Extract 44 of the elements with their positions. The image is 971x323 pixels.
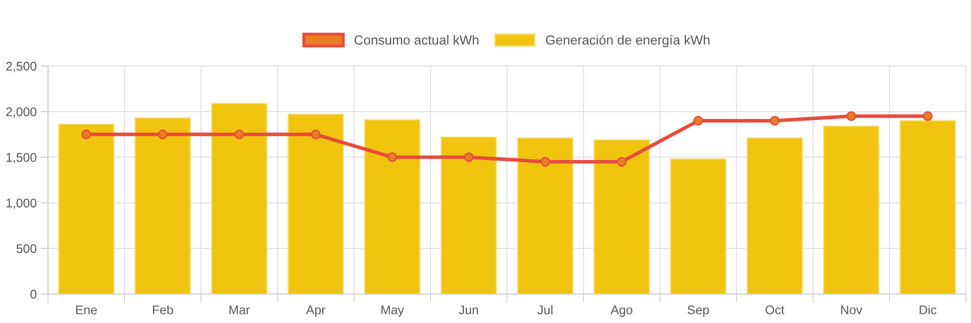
bar xyxy=(211,102,268,294)
point xyxy=(387,152,398,162)
point xyxy=(616,156,627,167)
bar xyxy=(746,137,803,294)
bar xyxy=(364,119,420,294)
x-tick-label: Jun xyxy=(458,306,478,314)
x-tick-label: Jul xyxy=(537,305,552,314)
point xyxy=(770,116,780,126)
bar xyxy=(823,126,880,294)
point xyxy=(234,130,244,140)
point xyxy=(158,130,168,140)
point xyxy=(922,111,933,122)
x-tick-label: Dic xyxy=(920,305,936,314)
x-tick-label: Feb xyxy=(153,305,173,314)
y-tick-label: 0 xyxy=(30,290,36,299)
legend-label: Generación de energía kWh xyxy=(546,34,710,48)
bar xyxy=(517,137,574,294)
x-tick-label: Sep xyxy=(688,305,709,317)
point xyxy=(540,156,550,167)
point xyxy=(464,152,474,162)
bar xyxy=(440,136,497,294)
legend-label: Consumo actual kWh xyxy=(354,34,478,45)
y-tick-label: 2,500 xyxy=(6,62,36,72)
y-tick-label: 1,000 xyxy=(6,198,36,209)
point xyxy=(846,111,856,122)
bar xyxy=(134,117,191,294)
point xyxy=(693,116,704,126)
bar xyxy=(288,114,344,294)
bar xyxy=(58,124,114,294)
bar xyxy=(670,158,726,294)
x-tick-label: Mar xyxy=(230,306,250,314)
y-tick-label: 1,500 xyxy=(6,153,36,164)
x-tick-label: Nov xyxy=(841,306,862,314)
y-tick-label: 2,000 xyxy=(6,107,36,118)
x-tick-label: Ene xyxy=(76,306,97,314)
point xyxy=(81,130,92,140)
x-tick-label: Apr xyxy=(306,306,326,317)
x-tick-label: Ago xyxy=(610,306,632,317)
bar xyxy=(594,139,650,294)
point xyxy=(310,130,321,140)
x-tick-label: May xyxy=(381,306,404,317)
x-tick-label: Oct xyxy=(766,305,784,314)
bar xyxy=(900,120,956,294)
y-tick-label: 500 xyxy=(16,244,36,254)
